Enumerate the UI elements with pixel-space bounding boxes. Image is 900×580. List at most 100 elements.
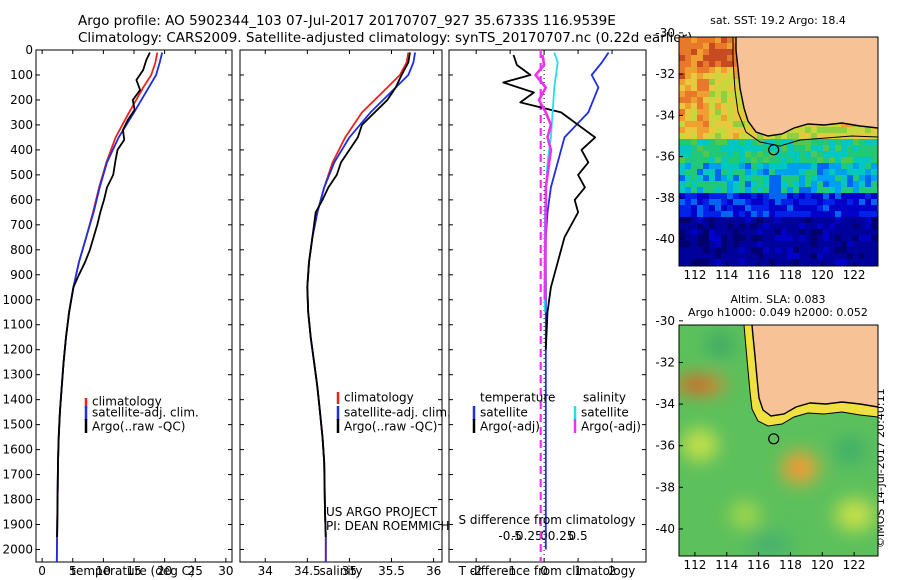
sst-cell	[805, 139, 811, 145]
x-tick-label: 15	[126, 564, 141, 578]
sst-cell	[733, 139, 739, 145]
sst-cell	[871, 205, 877, 211]
sst-cell	[697, 133, 703, 139]
sst-cell	[823, 157, 829, 163]
difference-legend: temperature salinity satellite Argo(-adj…	[472, 391, 641, 434]
sst-cell	[709, 235, 715, 241]
sst-cell	[715, 247, 721, 253]
sst-cell	[721, 247, 727, 253]
sst-cell	[727, 67, 733, 73]
sla-blob	[730, 502, 760, 528]
sst-cell	[829, 163, 835, 169]
sst-cell	[703, 97, 709, 103]
sst-cell	[793, 217, 799, 223]
sst-cell	[847, 151, 853, 157]
sst-cell	[679, 217, 685, 223]
sst-cell	[697, 127, 703, 133]
sst-cell	[859, 229, 865, 235]
sst-cell	[829, 193, 835, 199]
sst-cell	[733, 217, 739, 223]
sst-cell	[739, 139, 745, 145]
sst-cell	[721, 205, 727, 211]
sst-cell	[805, 133, 811, 139]
sst-cell	[703, 139, 709, 145]
sst-cell	[793, 235, 799, 241]
sst-cell	[829, 139, 835, 145]
sst-cell	[691, 37, 697, 43]
sst-cell	[685, 211, 691, 217]
sst-cell	[727, 133, 733, 139]
sla-blob	[835, 499, 875, 531]
sst-cell	[679, 157, 685, 163]
sst-cell	[685, 247, 691, 253]
sst-cell	[739, 121, 745, 127]
sst-cell	[841, 139, 847, 145]
sst-cell	[805, 181, 811, 187]
sst-cell	[781, 151, 787, 157]
sst-cell	[703, 163, 709, 169]
sla-blob	[748, 533, 792, 556]
sst-cell	[781, 247, 787, 253]
sst-cell	[751, 139, 757, 145]
sst-cell	[721, 37, 727, 43]
sst-map-title: sat. SST: 19.2 Argo: 18.4	[710, 14, 846, 27]
sst-cell	[865, 127, 871, 133]
sst-cell	[835, 241, 841, 247]
sst-cell	[751, 247, 757, 253]
sst-cell	[697, 253, 703, 259]
sst-cell	[817, 235, 823, 241]
sst-cell	[679, 259, 685, 265]
sst-cell	[865, 253, 871, 259]
sst-cell	[745, 211, 751, 217]
sst-cell	[721, 55, 727, 61]
sst-cell	[697, 79, 703, 85]
sst-cell	[733, 127, 739, 133]
sst-cell	[679, 37, 685, 43]
sst-cell	[739, 115, 745, 121]
sst-cell	[691, 67, 697, 73]
sst-cell	[685, 223, 691, 229]
sst-cell	[859, 259, 865, 265]
sst-cell	[691, 163, 697, 169]
map-x-tick-label: 116	[747, 558, 770, 572]
sst-cell	[679, 109, 685, 115]
sst-cell	[865, 157, 871, 163]
sst-cell	[733, 193, 739, 199]
sst-cell	[811, 145, 817, 151]
sst-cell	[751, 229, 757, 235]
sst-cell	[691, 187, 697, 193]
sst-cell	[679, 97, 685, 103]
sst-cell	[829, 187, 835, 193]
sst-cell	[817, 169, 823, 175]
sst-cell	[763, 199, 769, 205]
sst-cell	[799, 175, 805, 181]
sst-cell	[715, 91, 721, 97]
sst-cell	[691, 85, 697, 91]
sst-cell	[841, 127, 847, 133]
sst-cell	[709, 193, 715, 199]
sst-cell	[847, 247, 853, 253]
sst-cell	[733, 115, 739, 121]
sst-cell	[799, 235, 805, 241]
y-tick-label: 600	[10, 193, 33, 207]
sst-cell	[715, 37, 721, 43]
sst-cell	[751, 241, 757, 247]
sst-map-frame	[678, 36, 879, 267]
sst-cell	[721, 187, 727, 193]
sst-cell	[715, 163, 721, 169]
x-tick-label: 5	[69, 564, 77, 578]
series-line-argo-raw-qc-	[306, 52, 411, 538]
sst-cell	[781, 133, 787, 139]
series-line-salinity-argo-adj-	[534, 54, 553, 300]
sst-cell	[859, 193, 865, 199]
sst-cell	[823, 241, 829, 247]
sst-cell	[685, 73, 691, 79]
sst-cell	[709, 37, 715, 43]
sst-cell	[811, 193, 817, 199]
sst-cell	[823, 223, 829, 229]
legend-label-climatology: climatology	[344, 391, 414, 405]
legend-label-satellite: satellite-adj. clim.	[92, 406, 199, 420]
y-tick-label: 1300	[2, 368, 33, 382]
sst-cell	[835, 133, 841, 139]
y-tick-label: 300	[10, 118, 33, 132]
